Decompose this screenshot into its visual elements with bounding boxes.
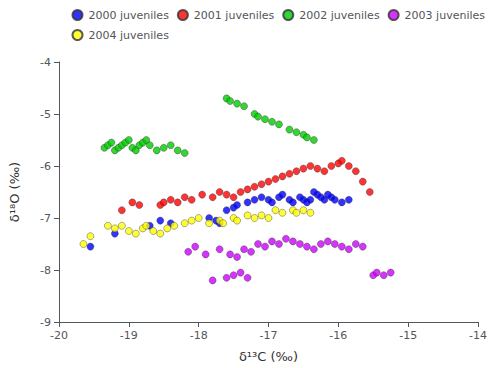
svg-text:-20: -20 xyxy=(50,329,68,342)
svg-text:2001 juveniles: 2001 juveniles xyxy=(194,9,275,22)
svg-text:-5: -5 xyxy=(40,108,51,121)
svg-text:-4: -4 xyxy=(40,56,51,69)
svg-text:-18: -18 xyxy=(190,329,208,342)
svg-text:-7: -7 xyxy=(40,212,51,225)
svg-text:-17: -17 xyxy=(260,329,278,342)
svg-text:2003 juveniles: 2003 juveniles xyxy=(405,9,486,22)
svg-text:δ¹³C (‰): δ¹³C (‰) xyxy=(239,349,298,364)
svg-text:-9: -9 xyxy=(40,316,51,329)
svg-text:-8: -8 xyxy=(40,264,51,277)
svg-text:-19: -19 xyxy=(120,329,138,342)
svg-text:2004 juveniles: 2004 juveniles xyxy=(88,29,169,42)
svg-text:-15: -15 xyxy=(399,329,417,342)
svg-text:-6: -6 xyxy=(40,160,51,173)
svg-text:-14: -14 xyxy=(469,329,487,342)
svg-text:2000 juveniles: 2000 juveniles xyxy=(88,9,169,22)
svg-text:-16: -16 xyxy=(329,329,347,342)
svg-text:2002 juveniles: 2002 juveniles xyxy=(299,9,380,22)
svg-text:δ¹⁸O (‰): δ¹⁸O (‰) xyxy=(7,162,22,222)
